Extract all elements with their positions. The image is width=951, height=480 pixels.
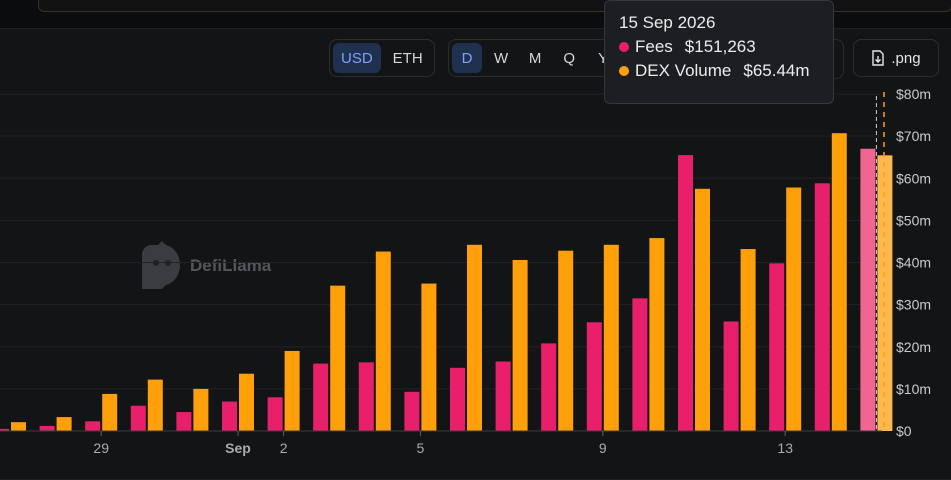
dex-volume-dot-icon	[619, 66, 629, 76]
x-tick-label: 13	[777, 440, 793, 456]
period-weekly-button[interactable]: W	[494, 49, 509, 67]
dex-volume-bar[interactable]	[147, 379, 163, 431]
chart-tooltip: 15 Sep 2026 Fees $151,263 DEX Volume $65…	[604, 0, 834, 104]
dex-volume-bar[interactable]	[284, 350, 300, 431]
dex-volume-bar[interactable]	[375, 251, 391, 431]
dex-volume-bar[interactable]	[695, 188, 710, 431]
fees-bar[interactable]	[860, 148, 876, 431]
tooltip-series-name: DEX Volume	[635, 61, 732, 80]
tooltip-row-fees: Fees $151,263	[619, 37, 819, 57]
y-tick-label: $10m	[896, 381, 931, 397]
dex-volume-bar[interactable]	[421, 283, 437, 431]
dex-volume-bar[interactable]	[558, 250, 574, 431]
fees-bar[interactable]	[222, 401, 237, 431]
y-tick-label: $50m	[896, 212, 931, 228]
fees-bar[interactable]	[678, 155, 693, 432]
period-monthly-button[interactable]: M	[528, 49, 542, 67]
y-tick-label: $80m	[896, 86, 931, 102]
y-tick-label: $20m	[896, 339, 931, 355]
period-yearly-button[interactable]: Y	[588, 43, 618, 73]
watermark-text: DefiLlama	[190, 256, 272, 275]
dex-volume-bar[interactable]	[786, 187, 802, 431]
fees-bar[interactable]	[632, 298, 648, 431]
fees-bar[interactable]	[85, 421, 101, 431]
tooltip-date: 15 Sep 2026	[619, 13, 716, 32]
currency-usd-button[interactable]: USD	[333, 43, 381, 73]
tooltip-series-value: $151,263	[684, 37, 756, 56]
fees-bar[interactable]	[130, 405, 146, 431]
currency-eth-button[interactable]: ETH	[392, 49, 423, 67]
fees-bar[interactable]	[39, 425, 55, 431]
tooltip-series-value: $65.44m	[743, 61, 810, 80]
fees-bar[interactable]	[450, 367, 465, 431]
y-tick-label: $60m	[896, 170, 931, 186]
currency-toggle: USD ETH	[329, 39, 435, 77]
fees-bar[interactable]	[495, 361, 511, 431]
defillama-watermark: DefiLlama	[138, 241, 271, 291]
dex-volume-bar[interactable]	[877, 155, 893, 432]
x-tick-label: 5	[417, 440, 425, 456]
dex-volume-bar[interactable]	[11, 422, 26, 431]
tooltip-series-name: Fees	[635, 37, 673, 56]
fees-bar[interactable]	[769, 263, 785, 431]
dex-volume-bar[interactable]	[512, 259, 528, 431]
period-daily-button[interactable]: D	[452, 43, 482, 73]
tooltip-row-dex-volume: DEX Volume $65.44m	[619, 61, 819, 81]
y-tick-label: $40m	[896, 255, 931, 271]
dex-volume-bar[interactable]	[239, 373, 254, 431]
dex-volume-bar[interactable]	[56, 417, 72, 431]
export-png-label: .png	[891, 49, 921, 67]
dex-volume-bar[interactable]	[102, 393, 118, 431]
y-tick-label: $0	[896, 423, 912, 439]
fees-bar[interactable]	[586, 322, 602, 431]
dex-volume-bar[interactable]	[330, 285, 346, 431]
dex-volume-bar[interactable]	[603, 244, 619, 431]
period-toggle: D W M Q Y	[448, 39, 623, 77]
x-tick-label: Sep	[225, 440, 251, 456]
fees-bar[interactable]	[358, 362, 374, 431]
fees-bar[interactable]	[541, 343, 557, 431]
period-quarterly-button[interactable]: Q	[563, 49, 575, 67]
fees-dot-icon	[619, 42, 629, 52]
fees-bar[interactable]	[176, 412, 192, 431]
fees-bar[interactable]	[404, 391, 420, 431]
download-file-icon	[872, 50, 885, 66]
fees-bar[interactable]	[313, 363, 329, 431]
x-tick-label: 29	[93, 440, 109, 456]
dex-volume-bar[interactable]	[740, 249, 756, 431]
x-tick-label: 2	[280, 440, 288, 456]
export-png-button[interactable]: .png	[853, 39, 939, 77]
fees-bar[interactable]	[723, 321, 739, 431]
x-tick-label: 9	[599, 440, 607, 456]
fees-bar[interactable]	[267, 397, 283, 431]
dex-volume-bar[interactable]	[193, 388, 209, 431]
y-tick-label: $70m	[896, 128, 931, 144]
dex-volume-bar[interactable]	[831, 133, 847, 431]
y-tick-label: $30m	[896, 297, 931, 313]
dex-volume-bar[interactable]	[649, 238, 665, 431]
fees-bar[interactable]	[0, 428, 9, 431]
fees-bar[interactable]	[814, 183, 830, 431]
dex-volume-bar[interactable]	[467, 244, 482, 431]
